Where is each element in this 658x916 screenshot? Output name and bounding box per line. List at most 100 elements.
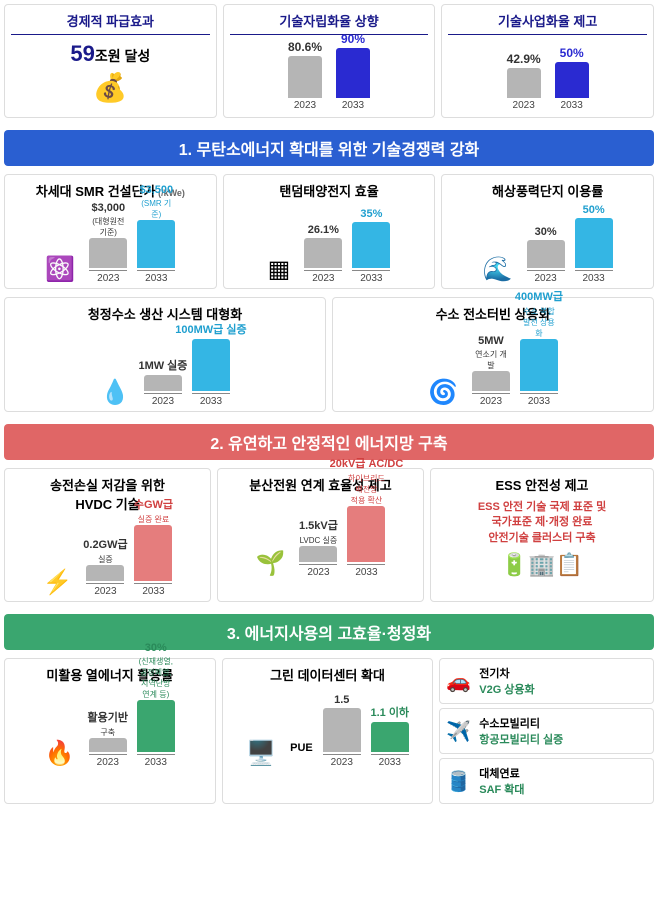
bar-year: 2023 <box>299 564 337 578</box>
bar-rect <box>89 238 127 268</box>
bar-rect <box>288 56 322 98</box>
tech-comm-chart: 42.9%202350%2033 <box>448 41 647 111</box>
sec3-list-item: ✈️ 수소모빌리티항공모빌리티 실증 <box>439 708 654 754</box>
bar-year: 2033 <box>347 564 385 578</box>
bar-year: 2023 <box>472 393 510 407</box>
economic-value: 59조원 달성 <box>11 41 210 67</box>
item-text: 대체연료SAF 확대 <box>479 765 524 797</box>
bar-top-label: 35% <box>360 208 382 220</box>
bar-year: 2023 <box>513 100 535 111</box>
item-icon: 🚗 <box>446 669 471 694</box>
bar-col: 20kV급 AC/DC하이브리드 배전망 적용 확산2033 <box>347 455 385 578</box>
chart-icon: 🔥 <box>45 739 75 768</box>
sec3-list-item: 🛢️대체연료SAF 확대 <box>439 758 654 804</box>
chart-area: 🖥️PUE1.520231.1 이하2033 <box>229 688 427 768</box>
bar-col: 1.52023 <box>323 694 361 768</box>
card-title: 기술자립화율 상향 <box>230 11 429 35</box>
card-title: 차세대 SMR 건설단가 (/kWe) <box>11 181 210 200</box>
bar-rect <box>192 339 230 391</box>
chart-icon: ▦ <box>268 255 291 284</box>
chart-icon: 💧 <box>100 378 130 407</box>
bar-col: 80.6%2023 <box>288 40 322 111</box>
chart-card: 미활용 열에너지 활용률🔥활용기반구축202330%(신재생열,공정폐열, 지역… <box>4 658 216 804</box>
bar-col: $3,000(대형원전 기준)2023 <box>89 202 127 284</box>
bar-top-label: 수GW급 <box>134 496 173 512</box>
bar-top-label: 30% <box>535 226 557 238</box>
bar-year: 2033 <box>342 100 364 111</box>
bar-col: 26.1%2023 <box>304 224 342 284</box>
item-sub: 항공모빌리티 실증 <box>479 731 563 747</box>
bar-value: 80.6% <box>288 40 322 54</box>
bar-col: 50%2033 <box>555 46 589 111</box>
card-title: 송전손실 저감을 위한HVDC 기술 <box>11 475 204 513</box>
section1-header: 1. 무탄소에너지 확대를 위한 기술경쟁력 강화 <box>4 130 654 166</box>
bar-year: 2023 <box>89 754 127 768</box>
section1-row1: 차세대 SMR 건설단가 (/kWe) ⚛️ $3,000(대형원전 기준)2023… <box>0 170 658 293</box>
bar-top-label: 30% <box>145 642 167 654</box>
bar-col: 활용기반구축 2023 <box>89 709 127 768</box>
chart-icon: ⚛️ <box>45 255 75 284</box>
card-tech-commercialization: 기술사업화율 제고 42.9%202350%2033 <box>441 4 654 118</box>
bar-top-label: 50% <box>583 204 605 216</box>
bar-top-label: 활용기반 <box>88 709 128 725</box>
chart-card: 차세대 SMR 건설단가 (/kWe) ⚛️ $3,000(대형원전 기준)2023… <box>4 174 217 289</box>
card-title: 분산전원 연계 효율성 제고 <box>224 475 417 494</box>
chart-area: ▦ 26.1%2023 35% 2033 <box>230 204 429 284</box>
bar-top-label: 1.1 이하 <box>370 704 409 720</box>
bar-year: 2023 <box>144 393 182 407</box>
chart-card: 송전손실 저감을 위한HVDC 기술⚡0.2GW급실증2023수GW급실증 완료… <box>4 468 211 602</box>
bar-year: 2033 <box>192 393 230 407</box>
chart-card: 그린 데이터센터 확대🖥️PUE1.520231.1 이하2033 <box>222 658 434 804</box>
card-economic-effect: 경제적 파급효과 59조원 달성 💰 <box>4 4 217 118</box>
bar-top-label: 1MW 실증 <box>138 357 187 373</box>
bar-sub-label: 수소 복합발전 상용화 <box>520 306 558 339</box>
bar-col: 90%2033 <box>336 32 370 111</box>
bar-top-label: 0.2GW급 <box>83 536 127 552</box>
bar-sub-label: LVDC 실증 <box>300 535 338 546</box>
card-title: 그린 데이터센터 확대 <box>229 665 427 684</box>
bar-col: 35% 2033 <box>352 208 390 284</box>
chart-area: ⚡0.2GW급실증2023수GW급실증 완료2033 <box>11 517 204 597</box>
bar-year: 2023 <box>323 754 361 768</box>
chart-card: 해상풍력단지 이용률🌊30%202350%2033 <box>441 174 654 289</box>
card-tech-independence: 기술자립화율 상향 80.6%202390%2033 <box>223 4 436 118</box>
chart-area: 🌱1.5kV급LVDC 실증202320kV급 AC/DC하이브리드 배전망 적… <box>224 498 417 578</box>
bar-sub-label: 구축 <box>100 727 115 738</box>
chart-area: 🌀5MW연소기 개발2023400MW급수소 복합발전 상용화2033 <box>339 327 647 407</box>
card-title: 해상풍력단지 이용률 <box>448 181 647 200</box>
bar-col: 1.1 이하2033 <box>371 704 409 768</box>
bar-col: 400MW급수소 복합발전 상용화2033 <box>520 288 558 407</box>
item-icon: ✈️ <box>446 719 471 744</box>
bar-rect <box>89 738 127 752</box>
bar-rect <box>575 218 613 268</box>
bar-rect <box>144 375 182 391</box>
bar-sub-label: (신재생열,공정폐열, 지역난방 연계 등) <box>137 656 175 700</box>
bar-sub-label: 하이브리드 배전망 적용 확산 <box>347 473 385 506</box>
tech-indep-chart: 80.6%202390%2033 <box>230 41 429 111</box>
bar-year: 2033 <box>137 754 175 768</box>
bar-rect <box>555 62 589 98</box>
chart-area: 💧1MW 실증2023100MW급 실증2033 <box>11 327 319 407</box>
bar-top-label: $3,000 <box>91 202 125 214</box>
bar-rect <box>323 708 361 752</box>
bar-col: 50% 2033 <box>575 204 613 284</box>
item-sub: SAF 확대 <box>479 781 524 797</box>
chart-icon: ⚡ <box>43 568 73 597</box>
bar-year: 2033 <box>575 270 613 284</box>
chart-area: ⚛️$3,000(대형원전 기준)2023$3,500(SMR 기준)2033 <box>11 204 210 284</box>
bar-col: 30%2023 <box>527 226 565 284</box>
bar-sub-label: 실증 완료 <box>138 514 170 525</box>
section2-row: 송전손실 저감을 위한HVDC 기술⚡0.2GW급실증2023수GW급실증 완료… <box>0 464 658 606</box>
bar-rect <box>134 525 172 581</box>
bar-rect <box>336 48 370 98</box>
top-summary-row: 경제적 파급효과 59조원 달성 💰 기술자립화율 상향 80.6%202390… <box>0 0 658 122</box>
bar-year: 2033 <box>352 270 390 284</box>
card-title: ESS 안전성 제고 <box>437 475 647 494</box>
item-title: 수소모빌리티 <box>479 715 563 731</box>
ess-icons: 🔋🏢📋 <box>437 552 647 578</box>
bar-rect <box>472 371 510 391</box>
item-text: 전기차V2G 상용화 <box>479 665 534 697</box>
bar-rect <box>137 700 175 752</box>
card-title: 청정수소 생산 시스템 대형화 <box>11 304 319 323</box>
chart-card: 분산전원 연계 효율성 제고🌱1.5kV급LVDC 실증202320kV급 AC… <box>217 468 424 602</box>
